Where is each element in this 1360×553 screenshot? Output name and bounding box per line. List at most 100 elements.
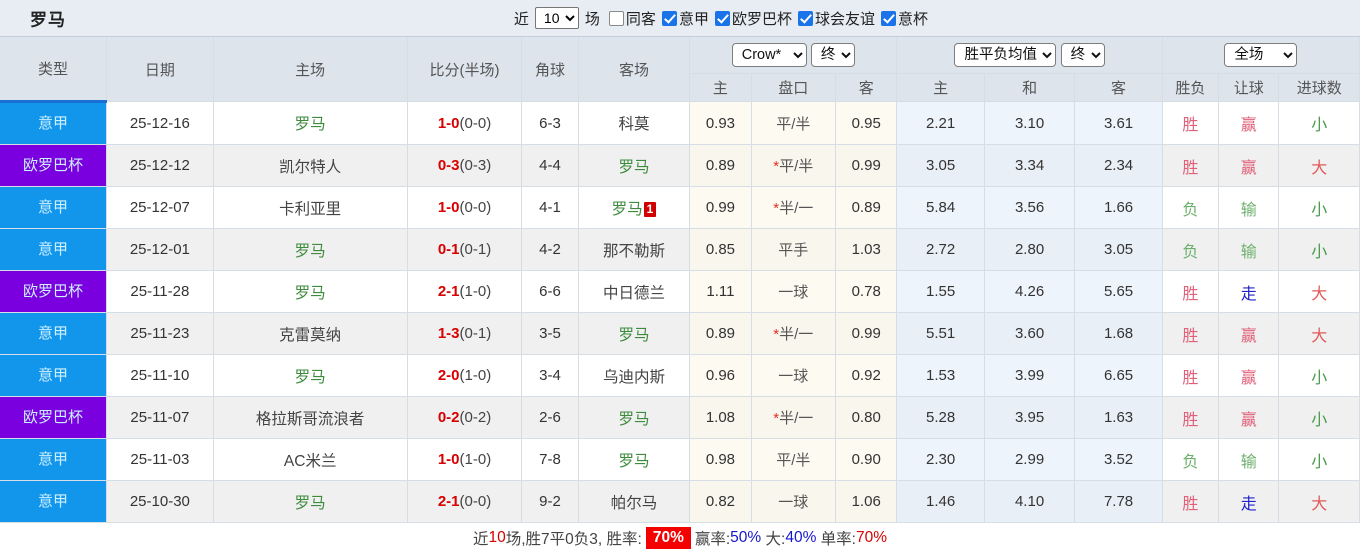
table-header-row-top: 类型 日期 主场 比分(半场) 角球 客场 Crow*MacauBet365 终… (0, 37, 1360, 103)
table-row[interactable]: 意甲 25-10-30 罗马 2-1(0-0) 9-2 帕尔马 0.82 一球 1.06 1.46… (0, 480, 1360, 523)
cell-score[interactable]: 1-0(0-0) (407, 186, 523, 229)
cell-away-team[interactable]: 帕尔马 (578, 480, 691, 523)
cell-eu-draw-odds: 4.10 (984, 480, 1076, 523)
cell-eu-away-odds: 2.34 (1074, 144, 1163, 187)
league-filter-3[interactable]: 意杯 (880, 8, 928, 29)
cell-score[interactable]: 0-2(0-2) (407, 396, 523, 439)
cell-league[interactable]: 意甲 (0, 438, 108, 481)
cell-league[interactable]: 欧罗巴杯 (0, 396, 108, 439)
cell-away-team[interactable]: 罗马 (578, 396, 691, 439)
table-row[interactable]: 意甲 25-11-03 AC米兰 1-0(1-0) 7-8 罗马 0.98 平/半 0.90 2.… (0, 438, 1360, 481)
cell-eu-draw-odds: 4.26 (984, 270, 1076, 313)
cell-home-team[interactable]: 罗马 (213, 480, 408, 523)
col-header-eu-away: 客 (1074, 73, 1163, 102)
col-header-ah-away: 客 (835, 73, 898, 102)
table-row[interactable]: 欧罗巴杯 25-11-07 格拉斯哥流浪者 0-2(0-2) 2-6 罗马 1.08 *半/一… (0, 396, 1360, 439)
cell-away-team[interactable]: 罗马 1 (578, 186, 691, 229)
cell-away-team[interactable]: 那不勒斯 (578, 228, 691, 271)
cell-ah-home-odds: 0.85 (689, 228, 752, 271)
cell-home-team[interactable]: AC米兰 (213, 438, 408, 481)
ah-company-select[interactable]: Crow*MacauBet365 (731, 43, 807, 67)
cell-away-team[interactable]: 罗马 (578, 438, 691, 481)
cell-home-team[interactable]: 罗马 (213, 101, 408, 145)
table-row[interactable]: 意甲 25-11-10 罗马 2-0(1-0) 3-4 乌迪内斯 0.96 一球 0.92 1.5… (0, 354, 1360, 397)
cell-score[interactable]: 1-0(1-0) (407, 438, 523, 481)
cell-home-team[interactable]: 罗马 (213, 270, 408, 313)
cell-home-team[interactable]: 克雷莫纳 (213, 312, 408, 355)
cell-home-team[interactable]: 格拉斯哥流浪者 (213, 396, 408, 439)
league-filter-checkbox-0[interactable] (661, 10, 677, 26)
cell-eu-away-odds: 3.52 (1074, 438, 1163, 481)
league-filter-1[interactable]: 欧罗巴杯 (714, 8, 792, 29)
cell-away-team[interactable]: 中日德兰 (578, 270, 691, 313)
cell-league[interactable]: 意甲 (0, 312, 108, 355)
cell-league[interactable]: 意甲 (0, 101, 108, 145)
cell-date: 25-10-30 (106, 480, 214, 523)
cell-eu-home-odds: 2.21 (896, 101, 985, 145)
cell-score[interactable]: 1-3(0-1) (407, 312, 523, 355)
table-row[interactable]: 意甲 25-12-01 罗马 0-1(0-1) 4-2 那不勒斯 0.85 平手 1.03 2.7… (0, 228, 1360, 271)
cell-result-ah: 赢 (1218, 144, 1280, 187)
cell-result-ah: 赢 (1218, 101, 1280, 145)
col-header-type: 类型 (0, 37, 108, 103)
league-badge: 意甲 (0, 481, 107, 522)
cell-away-team[interactable]: 科莫 (578, 101, 691, 145)
cell-league[interactable]: 欧罗巴杯 (0, 144, 108, 187)
cell-score[interactable]: 0-3(0-3) (407, 144, 523, 187)
table-row[interactable]: 意甲 25-11-23 克雷莫纳 1-3(0-1) 3-5 罗马 0.89 *半/一 0.99 5… (0, 312, 1360, 355)
cell-ah-line: *半/一 (751, 396, 837, 439)
cell-away-team[interactable]: 罗马 (578, 312, 691, 355)
league-filter-label-1: 欧罗巴杯 (731, 10, 792, 28)
cell-home-team[interactable]: 卡利亚里 (213, 186, 408, 229)
eu-phase-select[interactable]: 终初 (1060, 43, 1105, 67)
col-header-res-ah: 让球 (1218, 73, 1280, 102)
cell-score[interactable]: 1-0(0-0) (407, 101, 523, 145)
league-filter-0[interactable]: 意甲 (661, 8, 709, 29)
cell-result-wl: 负 (1162, 438, 1220, 481)
col-header-res-goals: 进球数 (1278, 73, 1360, 102)
table-row[interactable]: 意甲 25-12-07 卡利亚里 1-0(0-0) 4-1 罗马 1 0.99 *半/一 0.89… (0, 186, 1360, 229)
cell-score[interactable]: 2-0(1-0) (407, 354, 523, 397)
cell-home-team[interactable]: 罗马 (213, 354, 408, 397)
same-away-checkbox-group[interactable]: 同客 (608, 8, 656, 29)
table-row[interactable]: 欧罗巴杯 25-11-28 罗马 2-1(1-0) 6-6 中日德兰 1.11 一球 0.78 1… (0, 270, 1360, 313)
cell-league[interactable]: 意甲 (0, 480, 108, 523)
recent-count-select[interactable]: 6102030 (534, 7, 579, 29)
league-filter-checkbox-2[interactable] (797, 10, 813, 26)
cell-score[interactable]: 2-1(1-0) (407, 270, 523, 313)
cell-corner: 4-1 (521, 186, 579, 229)
score-fulltime: 2-0 (437, 367, 460, 384)
cell-result-ah: 输 (1218, 438, 1280, 481)
win-rate-badge: 70% (645, 527, 691, 549)
recent-label: 近 (513, 10, 529, 28)
table-row[interactable]: 意甲 25-12-16 罗马 1-0(0-0) 6-3 科莫 0.93 平/半 0.95 2.21… (0, 101, 1360, 145)
cell-league[interactable]: 意甲 (0, 228, 108, 271)
cell-home-team[interactable]: 罗马 (213, 228, 408, 271)
ah-phase-select[interactable]: 终初 (810, 43, 855, 67)
cell-home-team[interactable]: 凯尔特人 (213, 144, 408, 187)
cell-date: 25-11-07 (106, 396, 214, 439)
cell-league[interactable]: 欧罗巴杯 (0, 270, 108, 313)
league-filter-checkbox-1[interactable] (714, 10, 730, 26)
asian-handicap-controls: Crow*MacauBet365 终初 (689, 37, 898, 74)
filter-controls: 近 6102030 场 同客 意甲 欧罗巴杯 球会友谊 意杯 (511, 7, 928, 29)
same-away-checkbox[interactable] (608, 10, 624, 26)
cell-league[interactable]: 意甲 (0, 186, 108, 229)
league-badge: 意甲 (0, 187, 107, 228)
cell-league[interactable]: 意甲 (0, 354, 108, 397)
eu-company-select[interactable]: 胜平负均值Bet365Crow* (954, 43, 1057, 67)
cell-eu-away-odds: 7.78 (1074, 480, 1163, 523)
cell-eu-away-odds: 3.05 (1074, 228, 1163, 271)
cell-score[interactable]: 2-1(0-0) (407, 480, 523, 523)
table-row[interactable]: 欧罗巴杯 25-12-12 凯尔特人 0-3(0-3) 4-4 罗马 0.89 *平/半 0.9… (0, 144, 1360, 187)
league-filter-2[interactable]: 球会友谊 (797, 8, 875, 29)
cell-corner: 6-6 (521, 270, 579, 313)
cell-ah-line: 平手 (751, 228, 837, 271)
cell-away-team[interactable]: 罗马 (578, 144, 691, 187)
score-fulltime: 1-0 (437, 114, 460, 132)
cell-away-team[interactable]: 乌迪内斯 (578, 354, 691, 397)
scope-select[interactable]: 全场上半场下半场 (1224, 43, 1298, 67)
league-filter-checkbox-3[interactable] (880, 10, 896, 26)
cell-result-goals: 小 (1278, 396, 1360, 439)
cell-score[interactable]: 0-1(0-1) (407, 228, 523, 271)
